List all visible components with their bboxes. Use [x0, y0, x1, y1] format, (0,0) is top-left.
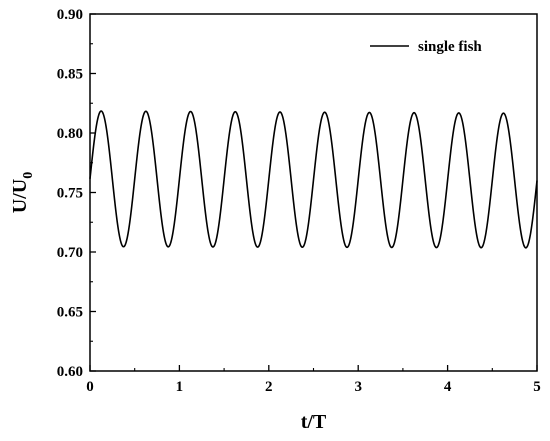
- x-tick-label: 1: [176, 379, 184, 395]
- y-tick-label: 0.90: [57, 7, 83, 23]
- y-tick-label: 0.65: [57, 305, 83, 321]
- x-tick-label: 0: [86, 379, 94, 395]
- legend-label-single-fish: single fish: [418, 39, 482, 55]
- y-tick-label: 0.80: [57, 126, 83, 142]
- y-axis-label-main: U/U: [9, 179, 31, 213]
- x-axis-label: t/T: [301, 411, 327, 433]
- x-tick-label: 3: [354, 379, 362, 395]
- svg-text:U/U0: U/U0: [9, 172, 36, 213]
- x-tick-label: 5: [533, 379, 541, 395]
- ticks-layer: 0 1 2 3 4 5 0.60 0.65 0.70 0.75 0.80 0.85 0.90: [57, 7, 541, 395]
- y-axis-label: U/U0: [9, 172, 36, 213]
- y-tick-label: 0.85: [57, 67, 83, 83]
- y-tick-label: 0.70: [57, 245, 83, 261]
- x-tick-label: 4: [444, 379, 452, 395]
- y-tick-label: 0.75: [57, 186, 83, 202]
- plot-frame: [89, 13, 538, 372]
- series-line-single-fish: [89, 110, 538, 249]
- legend: single fish: [370, 39, 482, 55]
- y-tick-label: 0.60: [57, 364, 83, 380]
- y-axis-label-subscript: 0: [21, 172, 36, 179]
- x-tick-label: 2: [265, 379, 273, 395]
